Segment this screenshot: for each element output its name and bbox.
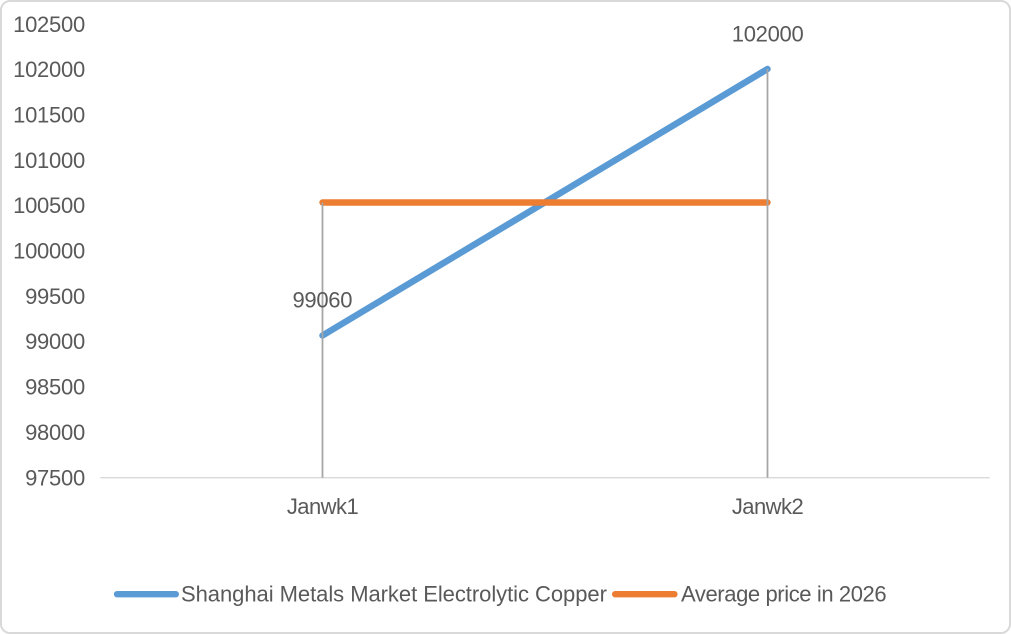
svg-text:Janwk1: Janwk1	[287, 494, 359, 519]
svg-text:102000: 102000	[13, 57, 85, 82]
svg-text:Average price in 2026: Average price in 2026	[681, 582, 886, 607]
svg-text:101000: 101000	[13, 148, 85, 173]
svg-text:99500: 99500	[25, 284, 85, 309]
svg-text:100500: 100500	[13, 193, 85, 218]
svg-text:102000: 102000	[732, 22, 804, 47]
svg-text:102500: 102500	[13, 12, 85, 37]
svg-text:Janwk2: Janwk2	[732, 494, 804, 519]
svg-text:98000: 98000	[25, 420, 85, 445]
svg-text:98500: 98500	[25, 375, 85, 400]
svg-text:97500: 97500	[25, 465, 85, 490]
svg-text:Shanghai Metals Market Electro: Shanghai Metals Market Electrolytic Copp…	[181, 582, 607, 607]
svg-text:100000: 100000	[13, 239, 85, 264]
svg-text:101500: 101500	[13, 102, 85, 127]
svg-text:99000: 99000	[25, 329, 85, 354]
svg-text:99060: 99060	[292, 288, 352, 313]
